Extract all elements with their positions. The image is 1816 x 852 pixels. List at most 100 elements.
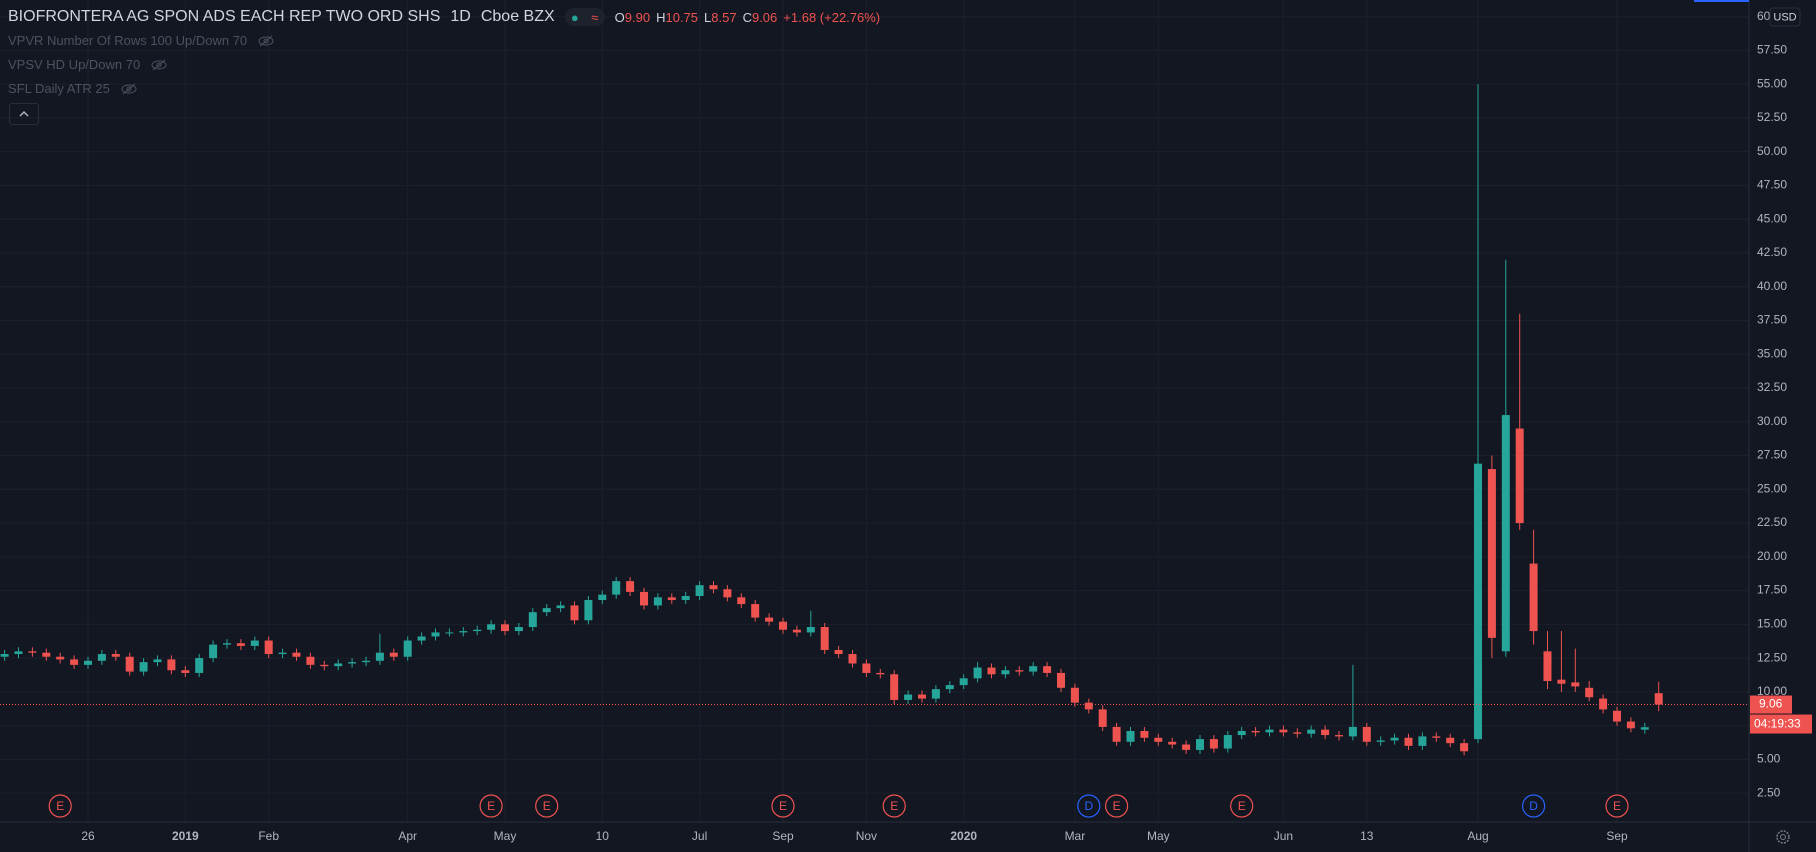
hidden-eye-icon[interactable] bbox=[150, 59, 168, 71]
candle-body bbox=[181, 670, 190, 673]
collapse-button[interactable] bbox=[9, 103, 39, 125]
candle-body bbox=[820, 627, 829, 650]
candle-body bbox=[1154, 737, 1163, 742]
candle-body bbox=[250, 640, 259, 646]
candle-body bbox=[542, 608, 551, 613]
candle-body bbox=[278, 652, 287, 655]
event-label: E bbox=[779, 799, 787, 813]
candle-body bbox=[1237, 730, 1246, 736]
candle-body bbox=[1168, 741, 1177, 745]
change: +1.68 (+22.76%) bbox=[783, 9, 881, 25]
candle-body bbox=[125, 656, 134, 672]
y-tick-label: 27.50 bbox=[1757, 448, 1787, 462]
candle-body bbox=[681, 595, 690, 601]
candle-body bbox=[806, 627, 815, 633]
candle-body bbox=[876, 672, 885, 675]
ohlc-key: C bbox=[742, 9, 752, 25]
candle-body bbox=[1293, 732, 1302, 734]
status-pill[interactable]: ● ≈ bbox=[564, 8, 605, 26]
event-marker bbox=[1077, 794, 1101, 818]
candle-body bbox=[1557, 679, 1566, 684]
candle-body bbox=[403, 640, 412, 657]
candle-body bbox=[264, 640, 273, 655]
event-label: E bbox=[56, 799, 64, 813]
candle-body bbox=[1362, 726, 1371, 742]
event-marker bbox=[1230, 794, 1254, 818]
candle-body bbox=[556, 605, 565, 609]
candle-body bbox=[751, 604, 760, 618]
candle-body bbox=[1279, 729, 1288, 733]
x-tick-label: Jun bbox=[1274, 829, 1293, 843]
candle-body bbox=[653, 597, 662, 606]
candle-body bbox=[1348, 726, 1357, 737]
chevron-icon bbox=[19, 110, 29, 117]
candle-body bbox=[1487, 469, 1496, 638]
event-marker bbox=[479, 794, 503, 818]
event-marker bbox=[1605, 794, 1629, 818]
countdown-label: 04:19:33 bbox=[1754, 717, 1801, 731]
settings-icon[interactable] bbox=[1776, 830, 1790, 844]
candle-body bbox=[667, 597, 676, 601]
candle-body bbox=[1613, 710, 1621, 722]
candle-body bbox=[1418, 736, 1427, 746]
active-tab-indicator bbox=[1694, 0, 1749, 2]
candle-body bbox=[1404, 737, 1413, 746]
candle-body bbox=[945, 685, 954, 690]
candle-body bbox=[1571, 682, 1580, 687]
candle-body bbox=[1084, 702, 1093, 710]
candle-body bbox=[1585, 687, 1594, 698]
hidden-eye-icon[interactable] bbox=[257, 35, 275, 47]
candle-body bbox=[1543, 651, 1552, 682]
candle-body bbox=[1335, 735, 1343, 737]
x-tick-label: Feb bbox=[258, 829, 279, 843]
candle-body bbox=[1196, 739, 1204, 750]
y-tick-label: 50.00 bbox=[1757, 144, 1787, 158]
event-label: D bbox=[1084, 799, 1093, 813]
symbol[interactable]: BIOFRONTERA AG SPON ADS EACH REP TWO ORD… bbox=[8, 8, 441, 25]
candle-body bbox=[598, 594, 607, 601]
candle-body bbox=[70, 659, 79, 665]
gear-ring bbox=[1776, 830, 1790, 844]
candle-body bbox=[1460, 743, 1469, 752]
y-tick-label: 22.50 bbox=[1757, 515, 1787, 529]
candle-body bbox=[973, 667, 982, 679]
x-tick-label: May bbox=[1147, 829, 1170, 843]
interval[interactable]: 1D bbox=[450, 8, 471, 25]
candle-body bbox=[695, 585, 704, 596]
countdown-box bbox=[1750, 714, 1812, 734]
y-tick-label: 40.00 bbox=[1757, 279, 1787, 293]
hidden-eye-icon[interactable] bbox=[120, 83, 138, 95]
candle-body bbox=[1307, 729, 1316, 734]
x-tick-label: 2019 bbox=[172, 829, 199, 843]
last-price-box bbox=[1750, 695, 1792, 714]
candle-body bbox=[640, 591, 648, 606]
candle-body bbox=[111, 654, 120, 657]
grid bbox=[0, 0, 1749, 822]
candle-body bbox=[890, 674, 899, 700]
candle-body bbox=[709, 585, 718, 590]
event-marker bbox=[48, 794, 72, 818]
y-tick-label: 57.50 bbox=[1757, 43, 1787, 57]
candle-body bbox=[501, 624, 509, 632]
price-axis: 2.505.007.5010.0012.5015.0017.5020.0022.… bbox=[1757, 9, 1787, 799]
candle-body bbox=[1529, 563, 1538, 632]
candle-body bbox=[1265, 729, 1274, 733]
candle-body bbox=[1640, 727, 1649, 730]
currency-label: USD bbox=[1773, 11, 1796, 23]
x-tick-label: May bbox=[494, 829, 517, 843]
candle-body bbox=[848, 654, 857, 664]
y-tick-label: 25.00 bbox=[1757, 481, 1787, 495]
candle-body bbox=[514, 627, 523, 632]
y-tick-label: 37.50 bbox=[1757, 313, 1787, 327]
candle-body bbox=[292, 652, 301, 657]
x-tick-label: Apr bbox=[398, 829, 417, 843]
x-tick-label: Aug bbox=[1467, 829, 1488, 843]
x-tick-label: Mar bbox=[1065, 829, 1086, 843]
y-tick-label: 32.50 bbox=[1757, 380, 1787, 394]
last-price-label: 9.06 bbox=[1759, 697, 1783, 711]
candle-body bbox=[570, 605, 579, 621]
x-tick-label: 10 bbox=[596, 829, 610, 843]
x-tick-label: 26 bbox=[81, 829, 95, 843]
